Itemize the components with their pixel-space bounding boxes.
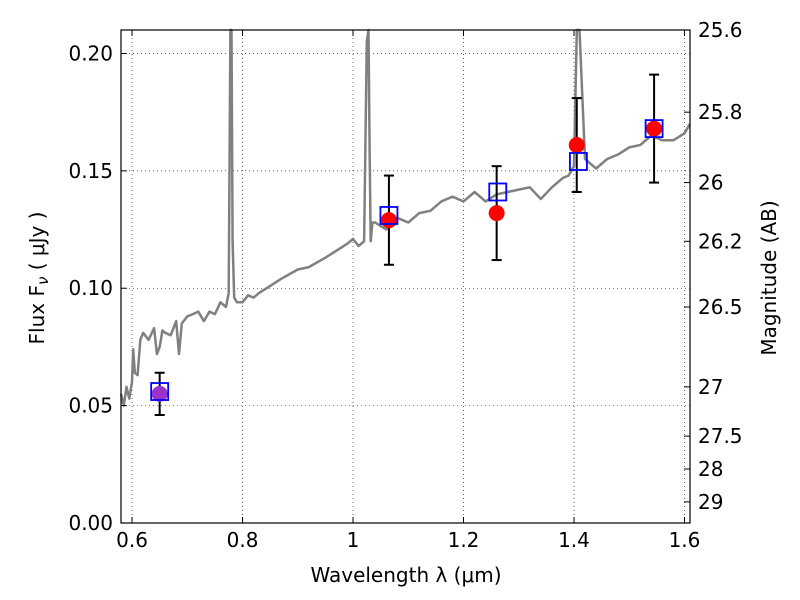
model-square — [644, 119, 664, 138]
y2-tick-label: 28 — [698, 457, 723, 481]
observed-point — [488, 205, 505, 222]
y-axis-title: Flux Fν ( μJy ) — [25, 212, 52, 345]
plot-area: 0.6 0.8 1 1.2 1.4 1.6 0.00 0.05 0.10 0.15 0.20 25.6… — [68, 18, 742, 552]
x-axis-title-text: Wavelength λ (μm) — [310, 563, 501, 587]
plot-frame — [121, 30, 690, 523]
y2-axis-title-text: Magnitude (AB) — [757, 200, 781, 355]
observed-point — [568, 137, 585, 154]
y2-tick-label: 26.2 — [698, 229, 743, 253]
y-tick-label: 0.10 — [68, 276, 113, 300]
x-tick-label: 1.6 — [669, 528, 701, 552]
y2-tick-label: 25.8 — [698, 100, 743, 124]
model-square — [488, 182, 508, 202]
y-axis-title-subscript: ν — [34, 277, 52, 285]
square-layer — [150, 119, 664, 401]
x-tick-label: 1.2 — [448, 528, 480, 552]
y2-tick-label: 27 — [698, 375, 723, 399]
y-axis-title-unit: ( μJy ) — [25, 212, 49, 277]
tick-layer: 0.6 0.8 1 1.2 1.4 1.6 0.00 0.05 0.10 0.15 0.20 25.6… — [68, 18, 742, 552]
y2-tick-label: 27.5 — [698, 424, 743, 448]
y-tick-label: 0.15 — [68, 159, 113, 183]
y-tick-label: 0.00 — [68, 511, 113, 535]
model-square — [379, 206, 399, 225]
y2-tick-label: 25.6 — [698, 18, 743, 42]
x-tick-label: 0.6 — [116, 528, 148, 552]
y-axis-title-main: Flux F — [25, 285, 49, 344]
model-square — [569, 152, 588, 171]
x-tick-label: 0.8 — [227, 528, 259, 552]
x-tick-label: 1.4 — [558, 528, 590, 552]
x-axis-title: Wavelength λ (μm) — [310, 563, 501, 587]
y-tick-label: 0.20 — [68, 41, 113, 65]
y-axis-title-text: Flux Fν ( μJy ) — [25, 212, 52, 345]
observed-point — [151, 385, 168, 402]
y2-axis-title: Magnitude (AB) — [757, 200, 781, 355]
y2-tick-label: 26.5 — [698, 295, 743, 319]
y2-tick-label: 29 — [698, 490, 723, 514]
spectrum-line — [119, 28, 692, 407]
observed-point — [380, 212, 397, 229]
y2-tick-label: 26 — [698, 171, 723, 195]
observed-point — [646, 120, 663, 137]
grid-layer — [121, 30, 690, 523]
model-square — [150, 382, 170, 401]
x-tick-label: 1 — [347, 528, 360, 552]
plot-border — [120, 29, 691, 524]
y-tick-label: 0.05 — [68, 394, 113, 418]
